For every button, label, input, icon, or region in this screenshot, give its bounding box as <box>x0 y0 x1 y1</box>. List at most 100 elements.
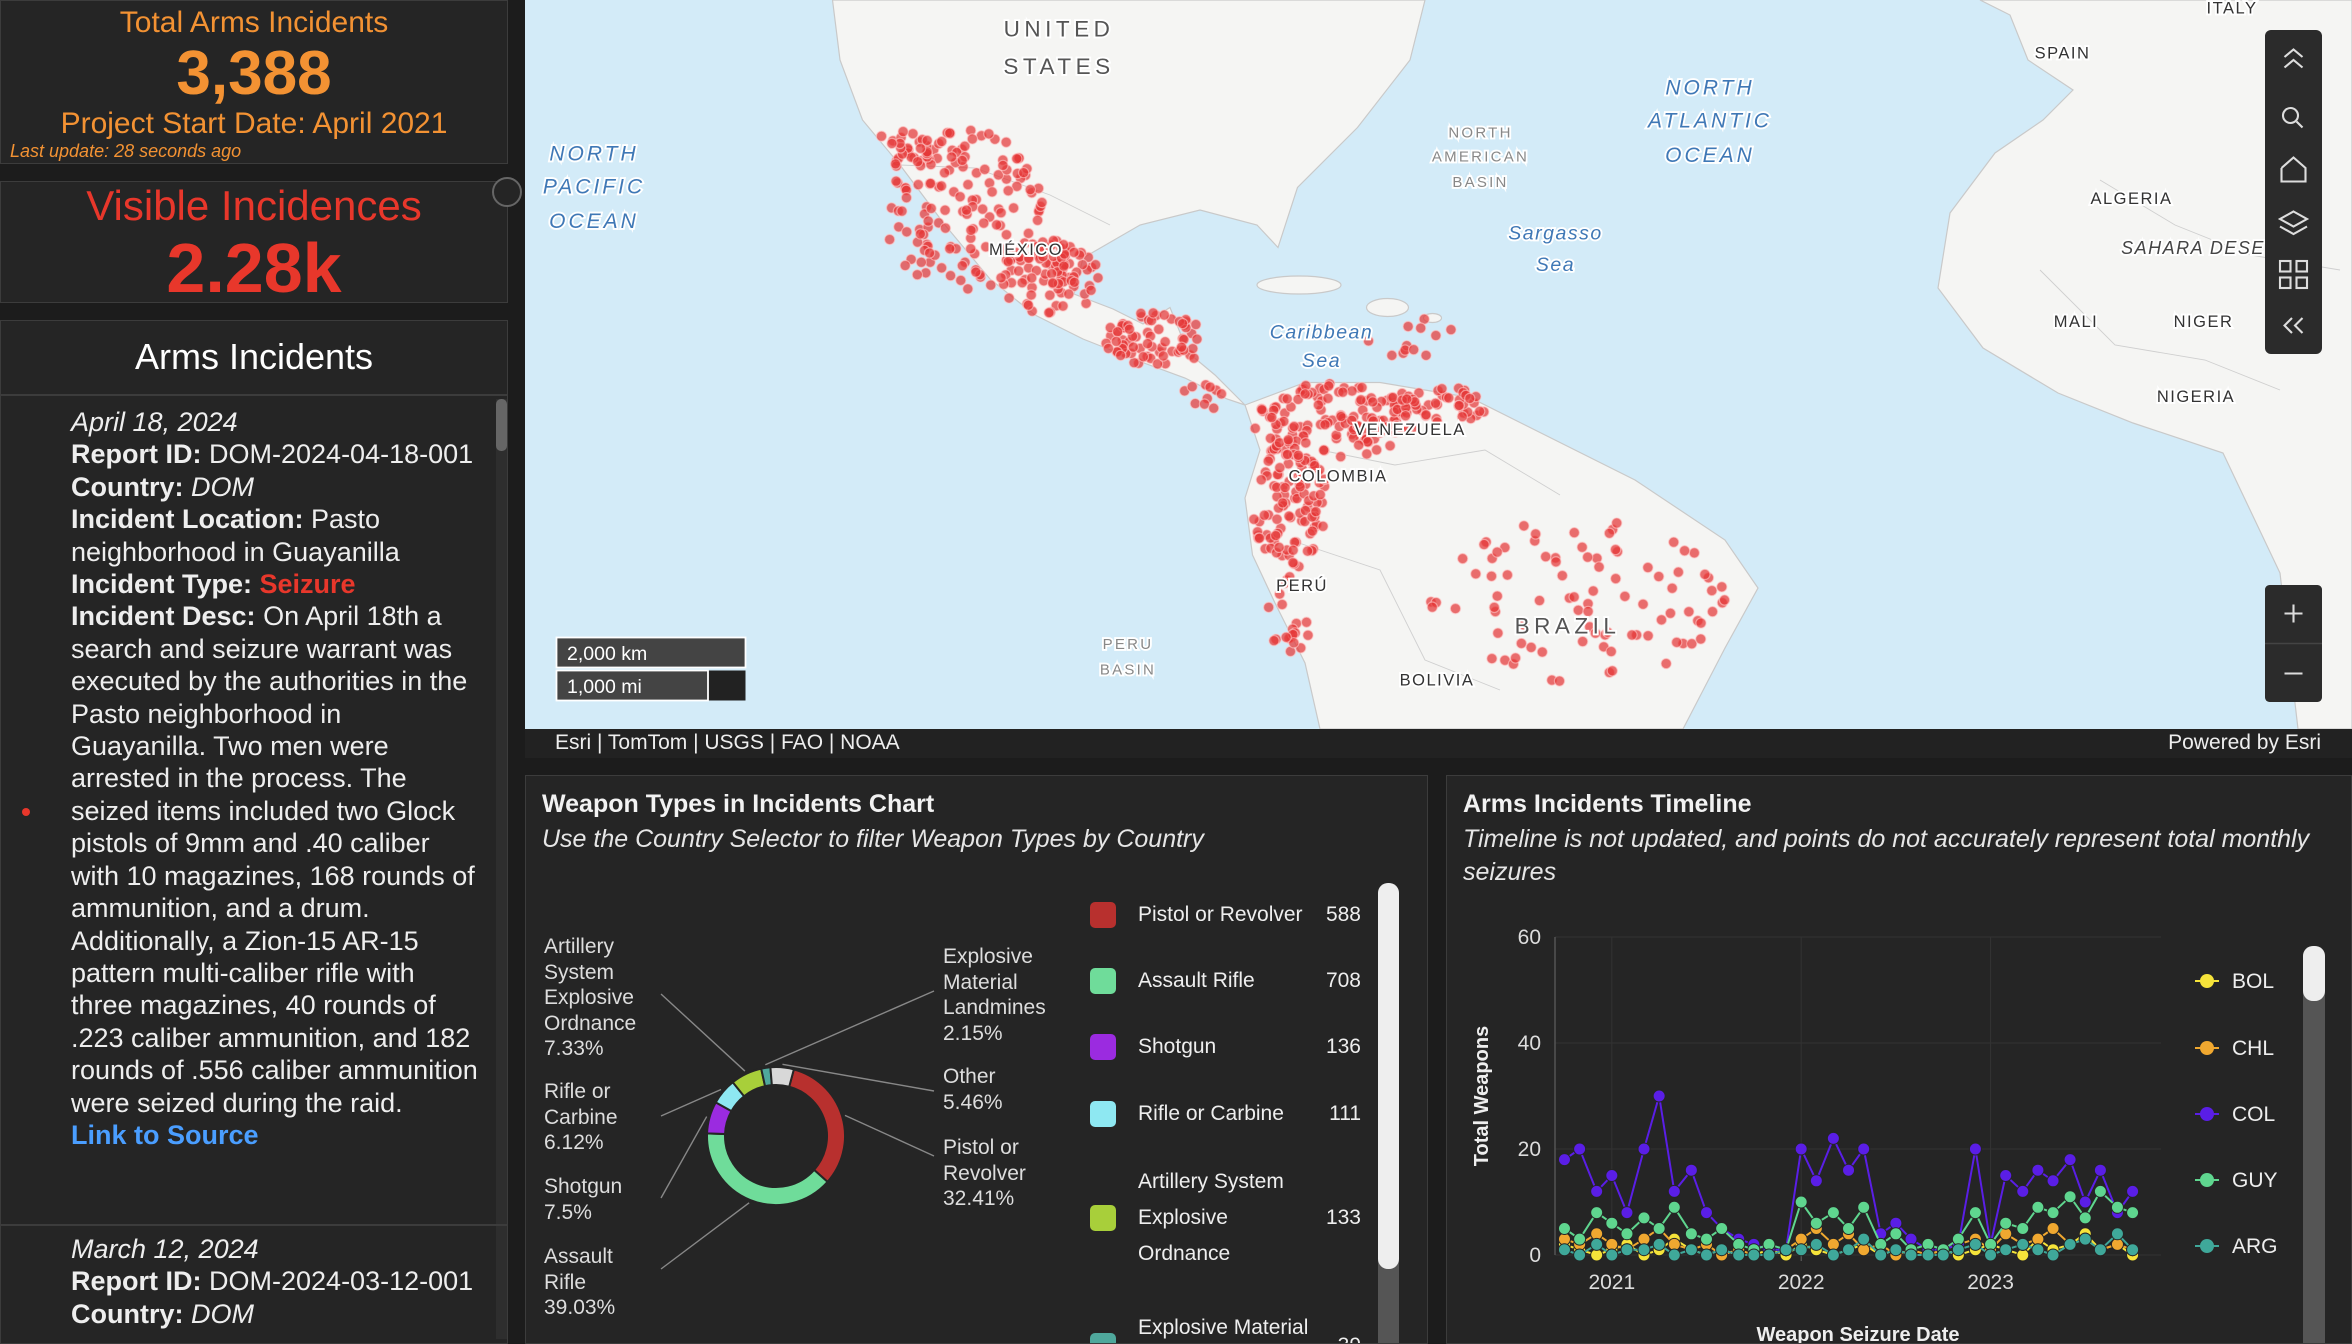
scrollbar[interactable] <box>496 399 507 1339</box>
scroll-thumb[interactable] <box>1378 883 1399 1269</box>
label-value: 32.41% <box>943 1187 1015 1210</box>
incident-dot <box>1147 307 1159 319</box>
incident-dot <box>1141 337 1154 350</box>
incident-dot <box>1346 385 1358 397</box>
incident-dot <box>976 203 989 215</box>
field-label: Report ID: <box>71 439 202 470</box>
incident-dot <box>1611 517 1623 529</box>
scroll-thumb[interactable] <box>2303 946 2325 1001</box>
report-id: DOM-2024-03-12-001 <box>209 1266 474 1297</box>
legend-swatch <box>1090 1101 1116 1127</box>
data-point <box>2063 1190 2077 1204</box>
incident-dot <box>1431 416 1443 428</box>
incident-dot <box>1453 399 1465 412</box>
source-link[interactable]: Link to Source <box>71 1119 259 1150</box>
incident-dot <box>1256 404 1268 416</box>
data-point <box>1904 1248 1918 1262</box>
scroll-thumb[interactable] <box>496 399 507 451</box>
incident-dot <box>1283 510 1295 522</box>
data-point <box>1794 1142 1808 1156</box>
incident-dot <box>1606 665 1619 677</box>
incident-dot <box>1002 255 1014 268</box>
separator <box>1 1224 507 1226</box>
scale-label: 2,000 km <box>567 643 647 665</box>
incident-dot <box>1501 569 1514 581</box>
label-value: 7.5% <box>544 1200 592 1224</box>
data-point <box>2046 1248 2060 1262</box>
map[interactable]: UNITED STATES NORTH PACIFIC OCEAN NORTH ATLANT… <box>525 0 2352 729</box>
incident-dot <box>1539 550 1552 563</box>
leader-line <box>660 1088 722 1117</box>
data-point <box>1573 1142 1587 1156</box>
data-point <box>1637 1211 1651 1225</box>
incident-dot <box>1491 546 1503 558</box>
label-name: Pistol or Revolver <box>943 1136 1026 1185</box>
label-name: Rifle or Carbine <box>544 1080 618 1129</box>
incident-dot <box>1044 289 1056 301</box>
incident-dot <box>1716 581 1728 593</box>
incident-dot <box>1589 627 1602 639</box>
incident-dot <box>1568 591 1580 603</box>
scrollbar[interactable] <box>2303 946 2325 1343</box>
data-point <box>1857 1232 1871 1246</box>
map-label: Sea <box>1536 254 1575 276</box>
date: March 12, 2024 <box>71 1234 259 1264</box>
data-point <box>1700 1206 1713 1220</box>
donut-label: Other 5.46% <box>943 1064 1055 1115</box>
incident-dot <box>939 222 952 234</box>
label-name: Assault Rifle <box>544 1245 613 1294</box>
incident-dot <box>1016 276 1028 289</box>
data-point <box>1590 1184 1604 1198</box>
map-label: MALI <box>2054 313 2099 331</box>
legend-label: COL <box>2232 1103 2275 1126</box>
data-point <box>1809 1174 1823 1188</box>
label-name: Other <box>943 1065 996 1088</box>
data-point <box>1826 1248 1840 1262</box>
incident-dot <box>1024 183 1037 196</box>
incident-dot <box>1610 572 1622 585</box>
incident-dot <box>1135 307 1147 320</box>
incident-dot <box>1306 525 1319 537</box>
incident-dot <box>1318 444 1330 456</box>
label-value: 7.33% <box>544 1037 604 1060</box>
incident-dot <box>890 175 902 187</box>
incident-dot <box>1191 333 1203 345</box>
incident-dot <box>900 192 913 204</box>
incident-dot <box>1367 396 1379 408</box>
data-point <box>1826 1131 1840 1145</box>
data-point <box>2063 1237 2077 1251</box>
incident-dot <box>1046 277 1059 289</box>
data-point <box>1620 1206 1634 1220</box>
incident-dot <box>956 259 969 272</box>
incident-dot <box>1277 497 1289 509</box>
incident-dot <box>980 241 992 253</box>
incident-dot <box>944 127 956 139</box>
incident-dot <box>1288 420 1300 433</box>
incident-dot <box>1127 341 1140 353</box>
total-value: 3,388 <box>176 39 332 108</box>
incident-dot <box>1668 536 1680 548</box>
data-point <box>1557 1222 1571 1235</box>
incident-dot <box>1485 570 1498 582</box>
expand-button[interactable] <box>492 177 522 207</box>
incident-dot <box>1550 556 1562 568</box>
incident-dot <box>1266 411 1278 424</box>
incident-dot <box>1323 380 1335 392</box>
data-point <box>1605 1169 1619 1182</box>
location: Pasto neighborhood in Guayanilla <box>71 504 400 567</box>
x-tick-label: 2021 <box>1588 1271 1635 1294</box>
incident-dot <box>1080 297 1092 310</box>
incident-dot <box>1281 448 1294 461</box>
data-point <box>1999 1243 2013 1257</box>
incident-dot <box>1007 202 1020 214</box>
y-tick-label: 60 <box>1518 926 1541 949</box>
incident-dot <box>992 169 1005 181</box>
toolbar-icons[interactable] <box>2277 48 2310 334</box>
incident-dot <box>985 279 997 291</box>
data-point <box>1968 1206 1982 1220</box>
zoom-icons[interactable] <box>2284 604 2303 675</box>
legend-label: Assault Rifle <box>1138 969 1255 992</box>
incident-entry[interactable]: March 12, 2024 Report ID: DOM-2024-03-12… <box>71 1233 483 1330</box>
data-point <box>1557 1153 1571 1167</box>
incident-entry[interactable]: April 18, 2024 Report ID: DOM-2024-04-18… <box>71 406 483 1151</box>
